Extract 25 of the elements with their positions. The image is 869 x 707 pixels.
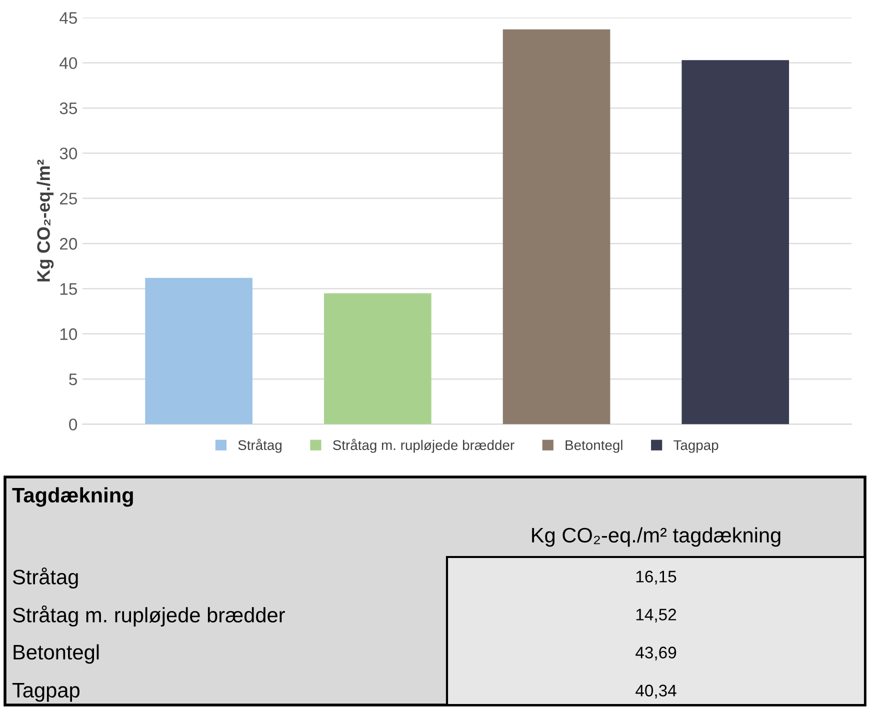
- y-tick-label: 45: [60, 12, 77, 24]
- legend-label: Stråtag: [238, 438, 282, 453]
- text: Stråtag m. rupløjede brædder: [12, 605, 285, 627]
- text: Kg CO₂-eq./m² tagdækning: [532, 527, 780, 547]
- y-tick-label: 0: [69, 418, 78, 430]
- y-tick-label: 25: [60, 192, 77, 205]
- y-tick-label: 20: [60, 238, 78, 250]
- legend-label: Stråtag m. rupløjede brædder: [333, 438, 514, 453]
- y-tick-label: 5: [69, 374, 77, 386]
- text: 14,52: [636, 608, 676, 622]
- legend-label: Tagpap: [674, 440, 718, 453]
- y-tick-label: 35: [60, 102, 77, 114]
- y-axis-title: Kg CO₂-eq./m²: [36, 160, 54, 282]
- y-tick-label: 30: [60, 148, 78, 160]
- text: Tagdækning: [12, 487, 133, 507]
- legend-label: Betontegl: [566, 440, 622, 453]
- text: Tagpap: [12, 683, 80, 702]
- text: Betontegl: [14, 644, 99, 664]
- text: 40,34: [636, 684, 676, 698]
- y-tick-label: 15: [60, 283, 77, 295]
- y-tick-label: 40: [60, 57, 78, 70]
- text: 16,15: [636, 570, 676, 584]
- y-tick-label: 10: [60, 328, 78, 340]
- text: 43,69: [636, 646, 676, 660]
- text: Stråtag: [12, 567, 78, 589]
